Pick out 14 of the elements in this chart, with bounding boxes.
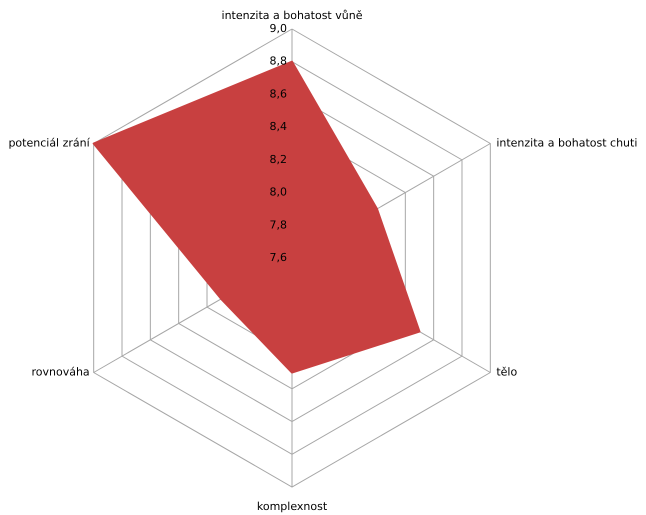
y-tick-label: 8,0 [270,186,287,199]
spoke-label: intenzita a bohatost vůně [222,9,363,22]
spoke-label: tělo [496,366,518,378]
y-tick-label: 7,6 [270,251,287,264]
spoke-label: rovnováha [31,366,90,378]
y-tick-label: 7,8 [270,218,287,232]
spoke-label: komplexnost [256,500,328,513]
y-tick-label: 8,8 [270,54,287,68]
y-tick-label: 8,6 [270,87,287,100]
y-tick-label: 8,4 [270,120,287,134]
y-tick-label: 8,2 [270,152,287,166]
y-tick-label: 9,0 [270,22,287,35]
spoke-label: intenzita a bohatost chuti [496,136,638,150]
spoke-label: potenciál zrání [8,136,91,150]
